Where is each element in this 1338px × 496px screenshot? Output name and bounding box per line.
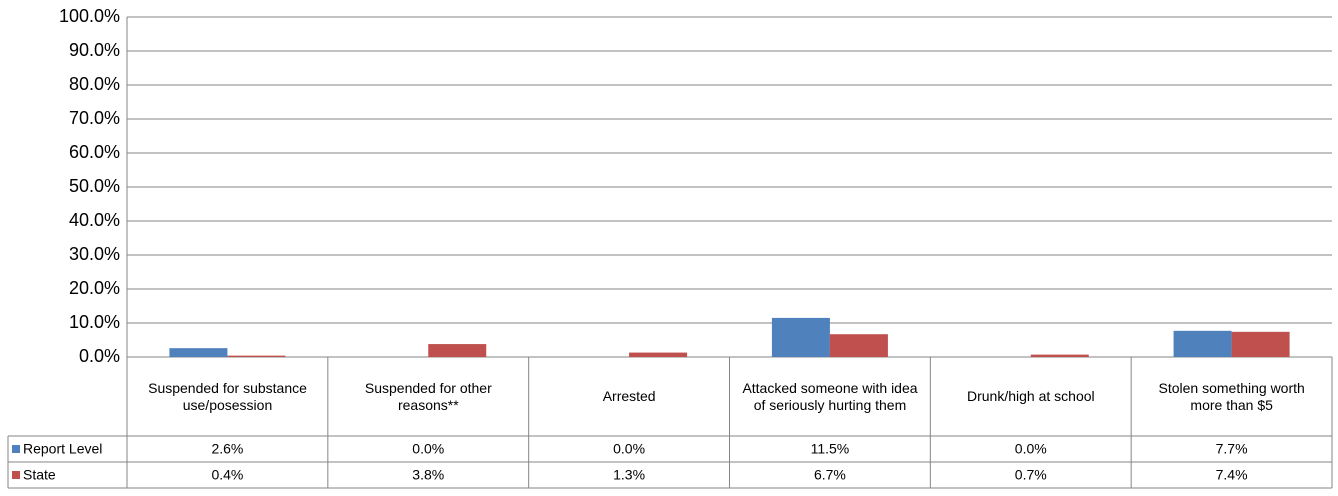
y-tick-label: 70.0% [69,108,120,128]
y-tick-label: 80.0% [69,74,120,94]
table-value: 7.7% [1216,441,1248,457]
category-label: Stolen something worth more than $5 [1158,379,1305,413]
table-value: 1.3% [613,467,645,483]
bar [1231,331,1290,357]
table-value: 0.0% [1015,441,1047,457]
bar [829,334,888,357]
table-value: 11.5% [811,441,850,457]
y-tick-label: 60.0% [69,142,120,162]
category-label: Suspended for other reasons** [364,379,492,413]
table-value: 0.7% [1015,467,1047,483]
table-value: 0.0% [613,441,645,457]
bar [169,348,228,357]
legend-label: Report Level [23,441,102,457]
legend-swatch [12,471,20,479]
y-tick-label: 90.0% [69,40,120,60]
bar [227,355,286,357]
category-label: Arrested [602,388,656,404]
bar [771,317,830,357]
table-value: 6.7% [814,467,846,483]
table-value: 7.4% [1216,467,1248,483]
category-label: Drunk/high at school [967,388,1095,404]
bar [1173,330,1232,357]
table-value: 2.6% [211,441,243,457]
bar [629,352,688,357]
category-label: Suspended for substance use/posession [148,379,307,413]
bar [1030,354,1089,357]
table-value: 0.4% [211,467,243,483]
legend-label: State [23,467,56,483]
bar [428,344,487,357]
y-tick-label: 30.0% [69,244,120,264]
y-tick-label: 40.0% [69,210,120,230]
y-tick-label: 100.0% [59,6,120,26]
table-value: 0.0% [412,441,444,457]
y-tick-label: 50.0% [69,176,120,196]
legend-swatch [12,445,20,453]
y-tick-label: 0.0% [79,346,120,366]
y-tick-label: 10.0% [69,312,120,332]
table-value: 3.8% [412,467,444,483]
category-label: Attacked someone with idea of seriously … [742,379,918,413]
y-tick-label: 20.0% [69,278,120,298]
